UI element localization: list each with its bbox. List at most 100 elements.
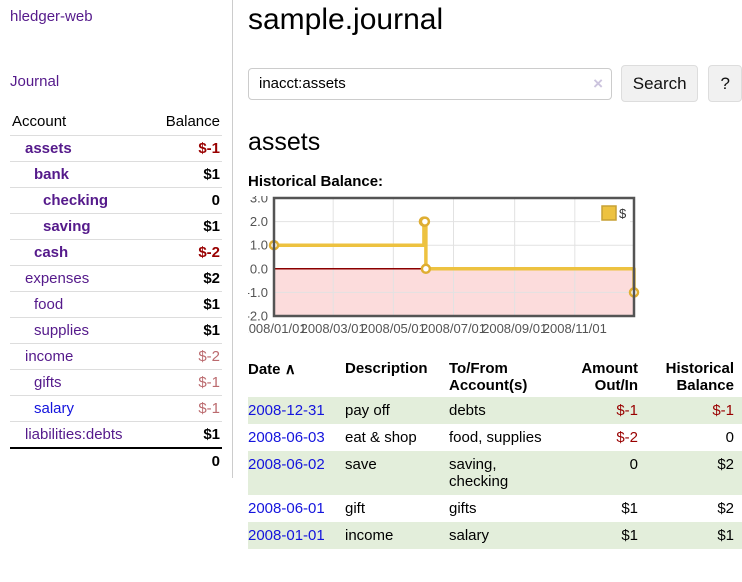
account-row: cash $-2	[10, 239, 222, 266]
search-box: ×	[248, 67, 612, 100]
account-row: saving $1	[10, 213, 222, 240]
app-layout: hledger-web Journal Account Balance asse…	[0, 0, 742, 557]
register-tofrom-cell: debts	[449, 402, 486, 419]
register-tofrom-cell: gifts	[449, 500, 477, 517]
clear-search-icon[interactable]: ×	[593, 73, 603, 93]
sort-ascending-icon: ∧	[284, 361, 296, 378]
search-input[interactable]	[248, 67, 612, 100]
transaction-date-link[interactable]: 2008-06-01	[248, 500, 325, 517]
search-bar: × Search ?	[248, 65, 742, 102]
nav-journal-link[interactable]: Journal	[10, 73, 60, 90]
account-link[interactable]: gifts	[34, 374, 62, 391]
register-date-cell: 2008-06-01	[248, 495, 345, 522]
account-link[interactable]: supplies	[34, 322, 90, 339]
account-link[interactable]: saving	[43, 218, 91, 235]
register-date-cell: 2008-06-02	[248, 451, 345, 495]
register-header-tofrom: To/From Account(s)	[449, 360, 528, 394]
account-balance: $-1	[150, 135, 222, 162]
account-row: salary $-1	[10, 395, 222, 422]
svg-text:1.0: 1.0	[250, 238, 268, 253]
account-balance: $1	[150, 291, 222, 318]
transaction-date-link[interactable]: 2008-01-01	[248, 527, 325, 544]
register-amount-cell: 0	[629, 456, 638, 473]
register-amount-cell: $1	[621, 527, 638, 544]
svg-text:2008/01/01: 2008/01/01	[248, 321, 307, 336]
transaction-date-link[interactable]: 2008-12-31	[248, 402, 325, 419]
svg-text:-2.0: -2.0	[248, 309, 268, 324]
svg-text:$: $	[619, 206, 627, 221]
register-balance-cell: $1	[717, 527, 734, 544]
account-balance: $1	[150, 161, 222, 188]
account-balance: $-1	[150, 369, 222, 396]
transaction-date-link[interactable]: 2008-06-02	[248, 456, 325, 473]
account-row: assets $-1	[10, 135, 222, 162]
register-row: 2008-06-03 eat & shop food, supplies $-2 0	[248, 424, 742, 451]
account-link[interactable]: liabilities:debts	[25, 426, 123, 443]
register-balance-cell: $-1	[712, 402, 734, 419]
main-panel: sample.journal × Search ? assets Histori…	[233, 0, 742, 557]
register-balance-cell: $2	[717, 456, 734, 473]
account-row: expenses $2	[10, 265, 222, 292]
register-table: Date ∧ Description To/From Account(s) Am…	[248, 357, 742, 549]
register-tofrom-cell: food, supplies	[449, 429, 542, 446]
register-balance-cell: 0	[725, 429, 734, 446]
account-balance: 0	[150, 187, 222, 214]
account-balance: $-2	[150, 343, 222, 370]
register-row: 2008-06-02 save saving, checking 0 $2	[248, 451, 742, 495]
account-balance: $1	[150, 317, 222, 344]
sidebar: hledger-web Journal Account Balance asse…	[0, 0, 233, 478]
register-amount-cell: $1	[621, 500, 638, 517]
search-button[interactable]: Search	[621, 65, 699, 102]
app-title-link[interactable]: hledger-web	[10, 8, 93, 25]
account-link[interactable]: income	[25, 348, 74, 365]
svg-text:3.0: 3.0	[250, 196, 268, 206]
account-link[interactable]: food	[34, 296, 64, 313]
register-description-cell: pay off	[345, 402, 390, 419]
transaction-date-link[interactable]: 2008-06-03	[248, 429, 325, 446]
account-row: supplies $1	[10, 317, 222, 344]
account-row: income $-2	[10, 343, 222, 370]
accounts-total-row: 0	[10, 447, 222, 474]
register-tofrom-cell: salary	[449, 527, 490, 544]
account-link[interactable]: assets	[25, 140, 72, 157]
app-title: hledger-web	[10, 8, 222, 26]
register-description-cell: save	[345, 456, 377, 473]
accounts-header-balance: Balance	[165, 113, 220, 130]
svg-text:2008/09/01: 2008/09/01	[482, 321, 547, 336]
register-date-cell: 2008-01-01	[248, 522, 345, 549]
svg-text:-1.0: -1.0	[248, 285, 268, 300]
register-description-cell: eat & shop	[345, 429, 417, 446]
account-link[interactable]: cash	[34, 244, 69, 261]
svg-text:0.0: 0.0	[250, 261, 268, 276]
help-button[interactable]: ?	[708, 65, 742, 102]
register-header-date[interactable]: Date ∧	[248, 361, 296, 378]
account-link[interactable]: checking	[43, 192, 109, 209]
register-row: 2008-12-31 pay off debts $-1 $-1	[248, 397, 742, 424]
register-header-balance: Historical Balance	[665, 360, 734, 394]
account-link[interactable]: salary	[34, 400, 75, 417]
account-link[interactable]: expenses	[25, 270, 90, 287]
accounts-total-value: 0	[150, 447, 222, 474]
register-tofrom-cell: saving, checking	[449, 456, 509, 490]
account-row: gifts $-1	[10, 369, 222, 396]
account-row: food $1	[10, 291, 222, 318]
account-balance: $2	[150, 265, 222, 292]
register-amount-cell: $-2	[616, 429, 638, 446]
register-date-cell: 2008-06-03	[248, 424, 345, 451]
historical-balance-chart[interactable]: 3.0 2.0 1.0 0.0 -1.0 -2.02008/01/012008/03/01…	[241, 191, 742, 343]
accounts-header-account: Account	[12, 113, 67, 130]
register-header-amount: Amount Out/In	[581, 360, 638, 394]
sidebar-nav: Journal	[10, 73, 222, 91]
register-date-cell: 2008-12-31	[248, 397, 345, 424]
register-description-cell: gift	[345, 500, 366, 517]
chart-title: Historical Balance:	[248, 173, 384, 190]
svg-text:2008/05/01: 2008/05/01	[361, 321, 426, 336]
account-row: liabilities:debts $1	[10, 421, 222, 448]
account-row: bank $1	[10, 161, 222, 188]
account-link[interactable]: bank	[34, 166, 70, 183]
register-row: 2008-01-01 income salary $1 $1	[248, 522, 742, 549]
account-balance: $1	[150, 421, 222, 448]
account-balance: $1	[150, 213, 222, 240]
account-balance: $-2	[150, 239, 222, 266]
register-row: 2008-06-01 gift gifts $1 $2	[248, 495, 742, 522]
